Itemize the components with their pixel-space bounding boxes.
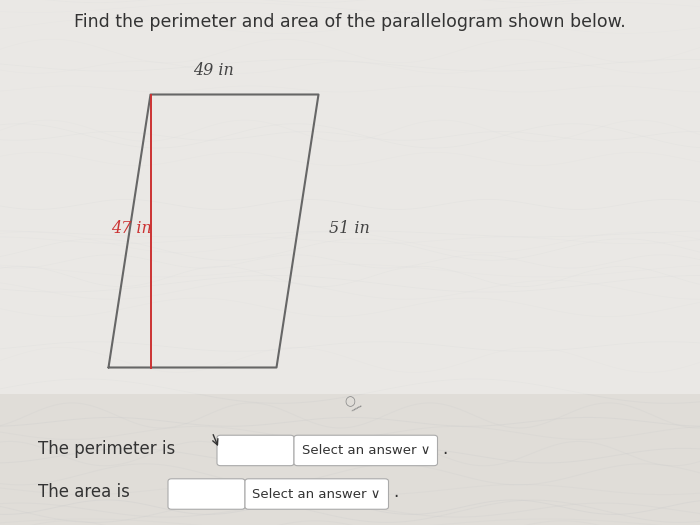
Text: 47 in: 47 in [111, 220, 152, 237]
Text: .: . [442, 440, 448, 458]
Text: .: . [393, 484, 399, 501]
Text: Find the perimeter and area of the parallelogram shown below.: Find the perimeter and area of the paral… [74, 13, 626, 31]
Bar [0, 0, 700, 394]
FancyBboxPatch shape [294, 435, 438, 466]
FancyBboxPatch shape [217, 435, 294, 466]
Text: The area is: The area is [38, 484, 130, 501]
Text: Select an answer ∨: Select an answer ∨ [253, 488, 381, 500]
Text: The perimeter is: The perimeter is [38, 440, 176, 458]
Text: 51 in: 51 in [329, 220, 370, 237]
Text: ○: ○ [344, 395, 356, 408]
FancyBboxPatch shape [168, 479, 245, 509]
FancyBboxPatch shape [245, 479, 388, 509]
Text: 49 in: 49 in [193, 62, 234, 79]
Text: /: / [349, 402, 362, 414]
Text: Select an answer ∨: Select an answer ∨ [302, 444, 430, 457]
